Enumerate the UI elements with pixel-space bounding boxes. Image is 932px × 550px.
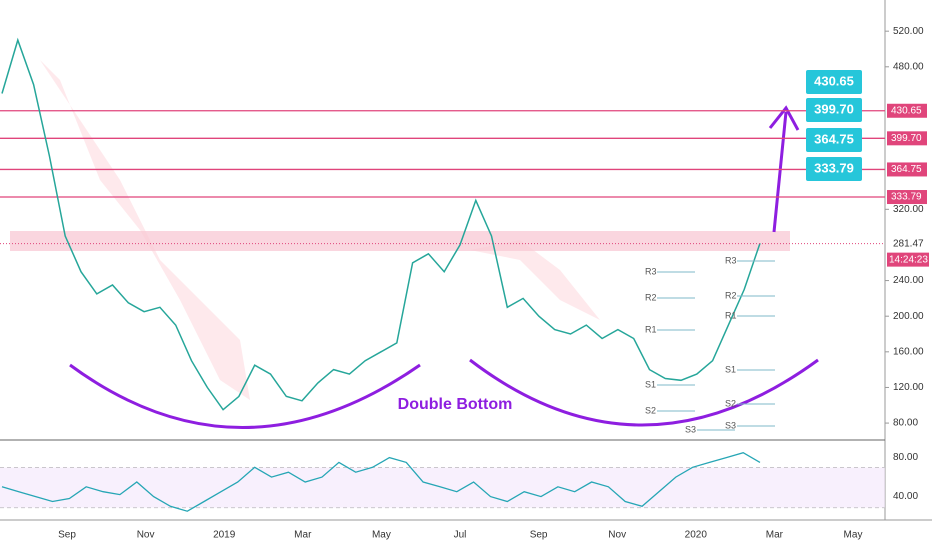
pivot-label: R1 xyxy=(725,310,737,320)
level-label: 364.75 xyxy=(891,164,922,175)
y-tick-label: 480.00 xyxy=(893,61,924,72)
target-box xyxy=(806,70,862,94)
cloud xyxy=(20,40,250,400)
bottom-arc xyxy=(469,358,819,427)
level-tag xyxy=(887,190,927,205)
target-label: 430.65 xyxy=(814,73,854,88)
resistance-zone xyxy=(10,231,790,251)
pivot-label: R1 xyxy=(645,324,657,334)
target-box xyxy=(806,98,862,122)
countdown: 14:24:23 xyxy=(889,254,928,265)
level-tag xyxy=(887,131,927,146)
y-tick-label: 80.00 xyxy=(893,452,918,463)
level-label: 399.70 xyxy=(891,133,922,144)
last-price-label: 281.47 xyxy=(893,238,924,249)
level-label: 333.79 xyxy=(891,192,922,203)
level-label: 430.65 xyxy=(891,105,922,116)
y-tick-label: 200.00 xyxy=(893,311,924,322)
pivot-label: S1 xyxy=(645,379,656,389)
y-tick-label: 160.00 xyxy=(893,346,924,357)
target-box xyxy=(806,128,862,152)
y-tick-label: 240.00 xyxy=(893,275,924,286)
rsi-line xyxy=(1,451,761,512)
target-label: 364.75 xyxy=(814,131,854,146)
pivot-label: S3 xyxy=(725,420,736,430)
level-tag xyxy=(887,162,927,177)
pivot-label: R3 xyxy=(645,266,657,276)
x-tick-label: Mar xyxy=(294,530,312,541)
x-tick-label: Nov xyxy=(608,530,626,541)
x-tick-label: 2020 xyxy=(685,530,708,541)
x-tick-label: May xyxy=(844,530,863,541)
x-tick-label: Mar xyxy=(766,530,784,541)
y-tick-label: 520.00 xyxy=(893,26,924,37)
y-tick-label: 80.00 xyxy=(893,418,918,429)
pivot-label: R2 xyxy=(645,292,657,302)
price-line xyxy=(1,37,761,411)
target-label: 333.79 xyxy=(814,160,854,175)
target-box xyxy=(806,157,862,181)
pivot-label: R3 xyxy=(725,255,737,265)
arrow xyxy=(772,111,788,233)
x-tick-label: 2019 xyxy=(213,530,236,541)
target-label: 399.70 xyxy=(814,101,854,116)
x-tick-label: Sep xyxy=(530,530,548,541)
y-tick-label: 320.00 xyxy=(893,204,924,215)
pivot-label: R2 xyxy=(725,290,737,300)
annotation: Double Bottom xyxy=(398,396,513,413)
pivot-label: S2 xyxy=(645,405,656,415)
x-tick-label: Nov xyxy=(137,530,155,541)
x-tick-label: Sep xyxy=(58,530,76,541)
x-tick-label: May xyxy=(372,530,391,541)
y-tick-label: 120.00 xyxy=(893,382,924,393)
bottom-arc xyxy=(69,363,421,429)
cloud xyxy=(470,240,600,320)
countdown-tag xyxy=(887,252,929,267)
pivot-label: S3 xyxy=(685,424,696,434)
x-tick-label: Jul xyxy=(454,530,467,541)
pivot-label: S2 xyxy=(725,398,736,408)
pivot-label: S1 xyxy=(725,364,736,374)
level-tag xyxy=(887,103,927,118)
y-tick-label: 40.00 xyxy=(893,491,918,502)
arrow-head xyxy=(768,105,800,131)
